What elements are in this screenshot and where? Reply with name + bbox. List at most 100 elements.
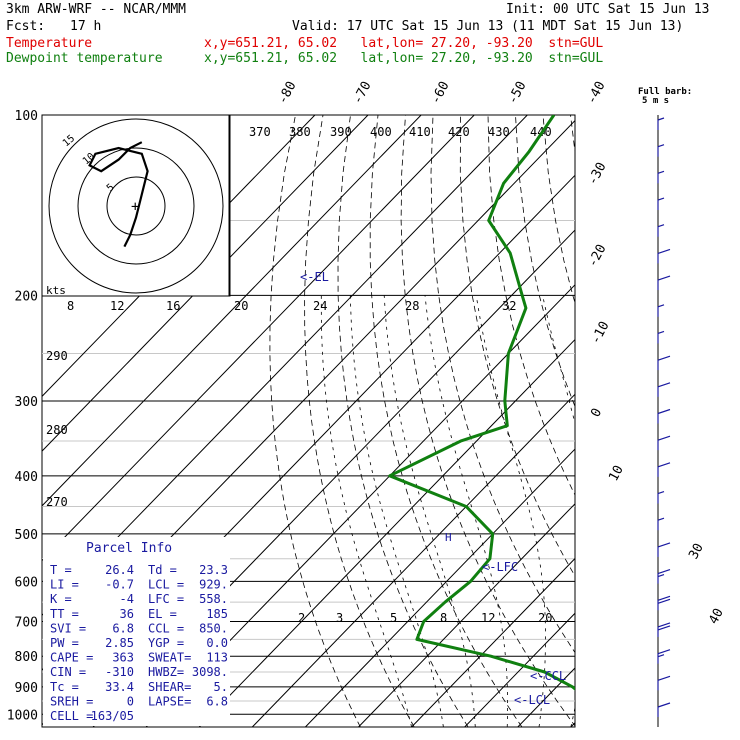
isotherm-label: 30	[686, 541, 707, 562]
wind-barb-flag	[657, 382, 671, 388]
wind-barb	[657, 144, 665, 157]
isotherm	[305, 448, 575, 727]
moist-adiabat	[383, 295, 476, 727]
parcel-value: 3098.	[192, 665, 228, 679]
parcel-key: YGP =	[148, 636, 184, 650]
wind-barb-flag	[657, 275, 671, 281]
wind-barb	[657, 675, 671, 691]
hodograph-speed-label: 8	[67, 299, 74, 313]
theta-label: 280	[46, 423, 68, 437]
wind-barb-half	[657, 330, 665, 335]
isotherm	[251, 393, 575, 727]
mixing-ratio-label: 3	[336, 611, 343, 625]
hodograph-speed-label: 20	[234, 299, 248, 313]
h-marker: H	[445, 531, 452, 544]
wind-barb-half	[657, 170, 665, 174]
parcel-key: SREH =	[50, 694, 93, 708]
dry-adiabat	[681, 115, 740, 727]
pressure-label: 200	[15, 289, 38, 304]
temperature-profile	[604, 115, 697, 714]
dry-adiabat	[626, 115, 740, 727]
parcel-key: TT =	[50, 607, 79, 621]
wind-barb	[657, 569, 671, 584]
parcel-row: CAPE = 363 SWEAT= 113	[50, 651, 228, 665]
parcel-value: 5.	[214, 680, 228, 694]
wind-barb	[657, 595, 671, 611]
pressure-label: 600	[15, 575, 38, 590]
hodograph-units: kts	[46, 284, 66, 297]
wind-barb-half	[657, 574, 665, 578]
dewpoint-legend: Dewpoint temperature	[6, 51, 163, 66]
isotherm-label: -70	[350, 79, 374, 107]
wind-barb-half	[657, 197, 665, 201]
pressure-label: 300	[15, 395, 38, 410]
wind-barb	[657, 462, 671, 477]
wind-barb	[657, 224, 665, 237]
isotherm-label: 40	[706, 606, 727, 627]
hodograph-speed-label: 28	[405, 299, 419, 313]
init-time: Init: 00 UTC Sat 15 Jun 13	[506, 2, 710, 17]
parcel-value: 163/05	[91, 709, 134, 723]
parcel-value: 929.	[199, 578, 228, 592]
wind-barb-half	[657, 224, 665, 228]
isotherm	[145, 284, 575, 727]
parcel-row: CIN = -310 HWBZ= 3098.	[50, 665, 228, 679]
hodograph-ring-2	[77, 147, 195, 265]
barb-key-line2: 5 m s	[642, 96, 669, 106]
wind-barb	[657, 435, 671, 451]
dry-adiabat	[542, 115, 575, 305]
mixing-ratio-label: 5	[390, 611, 397, 625]
parcel-value: -310	[105, 665, 134, 679]
wind-barb-flag	[657, 595, 671, 601]
moist-adiabat	[635, 295, 734, 727]
wind-barb	[657, 408, 671, 424]
isotherm	[411, 557, 575, 727]
hodograph-speed-label: 24	[313, 299, 327, 313]
hodograph-trace	[88, 141, 149, 248]
isotherm-label: 10	[606, 463, 627, 484]
mixing-ratio-label: 8	[440, 611, 447, 625]
wind-barb-half	[657, 144, 665, 148]
hodograph-speed-label: 16	[166, 299, 180, 313]
isotherm	[42, 115, 422, 507]
parcel-key: SVI =	[50, 621, 86, 635]
theta-label: 290	[46, 349, 68, 363]
pressure-label: 100	[15, 109, 38, 124]
wind-barb	[657, 330, 665, 344]
parcel-key: CCL =	[148, 621, 184, 635]
ccl-marker: <-CCL	[530, 669, 566, 683]
parcel-info-title: Parcel Info	[86, 541, 172, 556]
hodograph-speed-label: 32	[502, 299, 516, 313]
wind-barb	[657, 170, 665, 184]
parcel-row: SREH = 0 LAPSE= 6.8	[50, 694, 228, 708]
pressure-label: 500	[15, 528, 38, 543]
wind-barb	[657, 248, 671, 264]
parcel-value: 0	[127, 694, 134, 708]
isotherm-label: -60	[428, 79, 452, 107]
parcel-key: SHEAR=	[148, 680, 191, 694]
parcel-key: CELL =	[50, 709, 93, 723]
parcel-key: LAPSE=	[148, 694, 191, 708]
dry-adiabat	[708, 115, 740, 727]
parcel-value: 26.4	[105, 563, 134, 577]
parcel-value: -0.7	[105, 578, 134, 592]
forecast-hour: 17 h	[70, 19, 102, 34]
lcl-marker: <-LCL	[514, 693, 550, 707]
theta-label: 410	[409, 125, 431, 139]
wind-barb-flag	[657, 675, 671, 681]
theta-label: 270	[46, 495, 68, 509]
temperature-legend: Temperature	[6, 36, 93, 51]
barb-key: Full barb: 5 m s	[638, 87, 692, 106]
parcel-value: 2.85	[105, 636, 134, 650]
pressure-label: 900	[15, 681, 38, 696]
wind-barb	[657, 304, 665, 317]
isotherm	[464, 612, 575, 727]
wind-barb	[657, 622, 671, 637]
isotherm-label: -40	[584, 79, 608, 107]
wind-barb-half	[657, 117, 665, 121]
hodograph-ring-3	[48, 118, 224, 294]
hodograph-ring-1	[106, 176, 166, 236]
dry-adiabat	[369, 115, 523, 727]
hodograph-origin: +	[131, 199, 139, 215]
isotherm	[42, 115, 369, 452]
